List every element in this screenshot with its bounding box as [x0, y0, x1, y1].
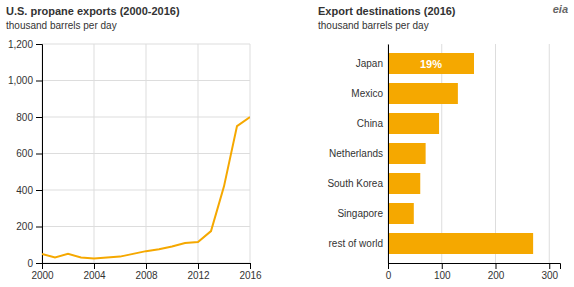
grid-line — [250, 44, 251, 263]
axis: 2000 2004 2008 2012 2016 — [31, 263, 262, 281]
tick-label: China — [357, 118, 384, 129]
tick-label: South Korea — [327, 178, 383, 189]
plot-area — [388, 53, 533, 254]
tick: 2008 — [135, 263, 158, 281]
tick-mark — [36, 117, 42, 118]
grid-line — [495, 44, 496, 263]
tick-label: 200 — [488, 270, 505, 281]
tick-label: Japan — [356, 58, 383, 69]
tick: 0 — [27, 258, 42, 269]
tick: China — [357, 118, 384, 129]
figure: U.S. propane exports (2000-2016) thousand… — [0, 0, 574, 287]
tick: 800 — [16, 112, 42, 123]
grid — [42, 44, 250, 263]
tick-label: 2000 — [31, 270, 54, 281]
tick-mark — [250, 263, 251, 269]
tick: 1,000 — [8, 75, 42, 86]
tick-label: 0 — [386, 270, 392, 281]
tick-mark — [549, 263, 550, 269]
grid-line — [441, 44, 442, 263]
axis-line — [389, 264, 561, 270]
tick-label: 2008 — [135, 270, 158, 281]
tick-mark — [146, 263, 147, 269]
title: U.S. propane exports (2000-2016) — [6, 5, 180, 17]
tick-label: 1,000 — [8, 75, 33, 86]
tick: 200 — [16, 221, 42, 232]
subtitle: thousand barrels per day — [318, 20, 429, 31]
tick-mark — [388, 263, 389, 269]
bar — [388, 143, 426, 164]
tick-label: Singapore — [337, 208, 383, 219]
tick: Mexico — [351, 88, 383, 99]
tick-label: 100 — [434, 270, 451, 281]
tick: 400 — [16, 185, 42, 196]
tick: 2012 — [187, 263, 210, 281]
tick: 2004 — [83, 263, 106, 281]
tick-label: 1,200 — [8, 39, 33, 50]
tick: 1,200 — [8, 39, 42, 50]
tick-mark — [94, 263, 95, 269]
tick-label: 0 — [27, 258, 33, 269]
tick-label: 400 — [16, 185, 33, 196]
logo: eia — [553, 3, 568, 15]
tick: 300 — [541, 263, 558, 281]
tick: rest of world — [329, 238, 383, 249]
title: Export destinations (2016) — [318, 5, 456, 17]
tick-label: Netherlands — [329, 148, 383, 159]
grid-line — [94, 44, 95, 263]
tick: 2000 — [31, 263, 54, 281]
tick: South Korea — [327, 178, 383, 189]
tick-label: 200 — [16, 221, 33, 232]
grid-line — [549, 44, 550, 263]
tick-label: rest of world — [329, 238, 383, 249]
annotation: 19% — [420, 58, 442, 70]
tick: 100 — [434, 263, 451, 281]
grid — [388, 44, 549, 263]
tick-mark — [36, 190, 42, 191]
axis-line — [388, 45, 389, 264]
axis: 0 100 200 300 — [386, 263, 561, 281]
tick-label: 2004 — [83, 270, 106, 281]
grid-line — [146, 44, 147, 263]
grid-line — [388, 44, 389, 263]
tick-mark — [496, 263, 497, 269]
tick: 0 — [386, 263, 392, 281]
tick-label: 600 — [16, 148, 33, 159]
bar — [388, 113, 439, 134]
line — [42, 117, 250, 258]
bar — [388, 233, 533, 254]
tick: Netherlands — [329, 148, 383, 159]
bar — [388, 173, 420, 194]
tick-mark — [36, 227, 42, 228]
tick-label: 300 — [541, 270, 558, 281]
grid-line — [198, 44, 199, 263]
tick-label: 800 — [16, 112, 33, 123]
tick-mark — [36, 81, 42, 82]
tick-label: 2016 — [239, 270, 262, 281]
tick-mark — [36, 44, 42, 45]
plot-area — [42, 117, 250, 258]
tick: 600 — [16, 148, 42, 159]
tick: 200 — [488, 263, 505, 281]
tick-mark — [442, 263, 443, 269]
subtitle: thousand barrels per day — [6, 20, 117, 31]
bar — [388, 53, 474, 74]
tick: Singapore — [337, 208, 383, 219]
tick-mark — [36, 154, 42, 155]
axis-line — [36, 45, 43, 264]
axis-line — [43, 264, 251, 270]
tick-mark — [198, 263, 199, 269]
tick: Japan — [356, 58, 383, 69]
bar — [388, 203, 414, 224]
tick-label: Mexico — [351, 88, 383, 99]
tick: 2016 — [239, 263, 262, 281]
bar — [388, 83, 458, 104]
axis: Japan Mexico China Netherlands South Korea Si… — [327, 45, 388, 264]
axis: 0 200 400 600 800 1,000 1,200 — [8, 39, 43, 269]
tick-label: 2012 — [187, 270, 210, 281]
tick-mark — [36, 263, 42, 264]
